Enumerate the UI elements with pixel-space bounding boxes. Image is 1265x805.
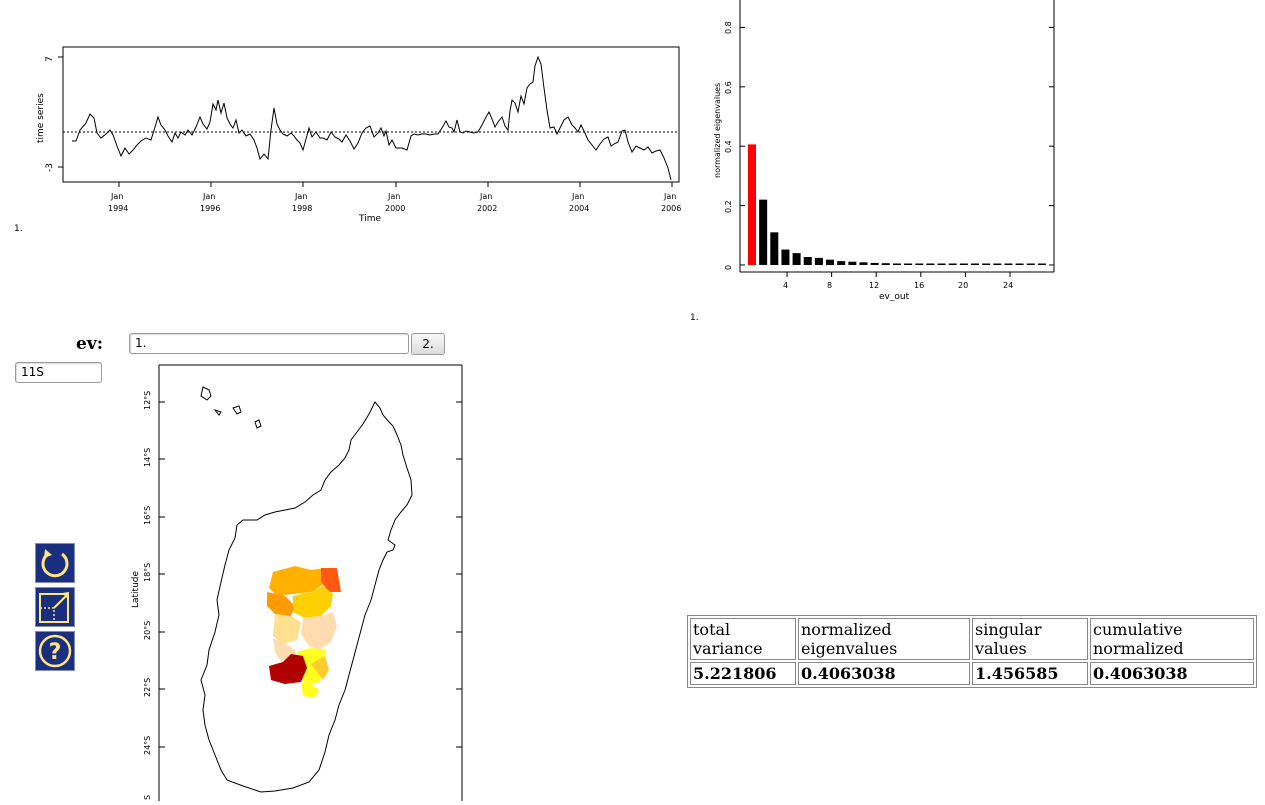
lat-tick: 16°S [143, 505, 152, 525]
coastline [200, 401, 413, 793]
timeseries-plot: 7 -3 time series Jan 1994 Jan 1996 Jan 1… [0, 0, 690, 240]
eigen-bar [937, 263, 946, 265]
lat-tick: 12°S [143, 390, 152, 410]
xtick-month: Jan [664, 192, 677, 201]
eigen-bar [926, 263, 935, 265]
eigen-xtick: 8 [827, 281, 833, 290]
xtick-year: 1996 [200, 204, 221, 213]
eigen-bar [892, 263, 901, 265]
zoom-out-icon[interactable] [35, 587, 75, 627]
header-cumulative-normalized: cumulative normalized [1090, 618, 1254, 660]
eigen-bar [1037, 263, 1046, 265]
eigenvalue-svg [739, 0, 1055, 277]
svg-text:?: ? [49, 640, 62, 665]
eigen-bar [770, 232, 779, 265]
timeseries-xlabel: Time [359, 214, 382, 224]
eigen-bar [948, 263, 957, 265]
ev-label: ev: [76, 334, 103, 354]
eigen-ylabel: normalized eigenvalues [713, 82, 722, 178]
eigen-bar [848, 261, 857, 265]
stats-table: total variance normalized eigenvalues sing… [687, 615, 1257, 688]
region-input[interactable]: 11S [15, 362, 102, 383]
xtick-year: 1998 [292, 204, 313, 213]
map-plot: 12°S 14°S 16°S 18°S 20°S 22°S 24°S S Lat… [125, 360, 470, 801]
table-header-row: total variance normalized eigenvalues sing… [690, 618, 1254, 660]
lat-tick: 24°S [143, 735, 152, 755]
xtick-month: Jan [295, 192, 308, 201]
eigen-bar [993, 263, 1002, 265]
eigen-xtick: 24 [1003, 281, 1014, 290]
eigen-bar [870, 262, 879, 265]
eigen-bar [1026, 263, 1035, 265]
timeseries-footnote: 1. [14, 224, 23, 234]
eigen-bar [915, 263, 924, 265]
xtick-year: 2000 [385, 204, 406, 213]
eigen-bar [792, 253, 801, 265]
lat-tick: 20°S [143, 620, 152, 640]
eigen-xtick: 12 [869, 281, 880, 290]
eigen-bar [859, 262, 868, 265]
eigen-bar [881, 263, 890, 265]
region-polygons [267, 566, 341, 698]
table-row: 5.221806 0.4063038 1.456585 0.4063038 [690, 662, 1254, 685]
eigen-bar [803, 256, 812, 265]
eigen-bar [748, 144, 756, 265]
eigen-bar [826, 259, 835, 265]
map-ylabel: Latitude [131, 570, 141, 608]
eigen-ytick: 0.6 [724, 81, 733, 94]
header-normalized-eigenvalues: normalized eigenvalues [798, 618, 970, 660]
eigen-bar [837, 261, 846, 265]
ytick-top: 7 [45, 56, 55, 62]
lat-tick: 18°S [143, 562, 152, 582]
eigen-footnote: 1. [690, 313, 699, 323]
ytick-bottom: -3 [45, 163, 55, 172]
eigen-ytick: 0.2 [724, 200, 733, 213]
eigen-bar [759, 199, 768, 265]
xtick-month: Jan [111, 192, 124, 201]
eigen-xlabel: ev_out [879, 292, 910, 302]
eigen-xtick: 16 [914, 281, 925, 290]
xtick-year: 2004 [569, 204, 590, 213]
xtick-month: Jan [480, 192, 493, 201]
value-total-variance: 5.221806 [690, 662, 796, 685]
lat-tick: 14°S [143, 447, 152, 467]
help-icon[interactable]: ? [35, 631, 75, 671]
value-singular-values: 1.456585 [972, 662, 1088, 685]
xtick-month: Jan [388, 192, 401, 201]
eigen-xtick: 20 [958, 281, 969, 290]
timeseries-ylabel: time series [36, 93, 46, 143]
eigen-bar [1015, 263, 1024, 265]
eigen-bar [904, 263, 913, 265]
eigen-ytick: 0.8 [724, 21, 733, 34]
xtick-month: Jan [203, 192, 216, 201]
eigenvalue-plot: 0 0.2 0.4 0.6 0.8 normalized eigenvalues… [690, 0, 1070, 330]
eigen-xtick: 4 [783, 281, 789, 290]
redraw-icon[interactable] [35, 543, 75, 583]
eigen-bar [781, 249, 790, 265]
ev-next-button[interactable]: 2. [411, 333, 445, 355]
header-singular-values: singular values [972, 618, 1088, 660]
lat-tick: 22°S [143, 677, 152, 697]
value-normalized-eigenvalues: 0.4063038 [798, 662, 970, 685]
ev-input[interactable]: 1. [129, 333, 409, 354]
eigen-bar [971, 263, 979, 265]
map-svg [158, 364, 463, 801]
header-total-variance: total variance [690, 618, 796, 660]
xtick-year: 2002 [477, 204, 498, 213]
eigen-bar [814, 257, 823, 265]
eigen-ytick: 0.4 [724, 140, 733, 153]
eigen-bar [982, 263, 991, 265]
timeseries-svg [58, 46, 680, 187]
value-cumulative-normalized: 0.4063038 [1090, 662, 1254, 685]
eigen-bar [1004, 263, 1013, 265]
timeseries-line [72, 55, 672, 181]
xtick-year: 1994 [108, 204, 129, 213]
eigen-bar [959, 263, 968, 265]
eigen-ytick: 0 [724, 264, 733, 270]
xtick-month: Jan [572, 192, 585, 201]
xtick-year: 2006 [661, 204, 682, 213]
lat-tick: S [143, 794, 152, 800]
